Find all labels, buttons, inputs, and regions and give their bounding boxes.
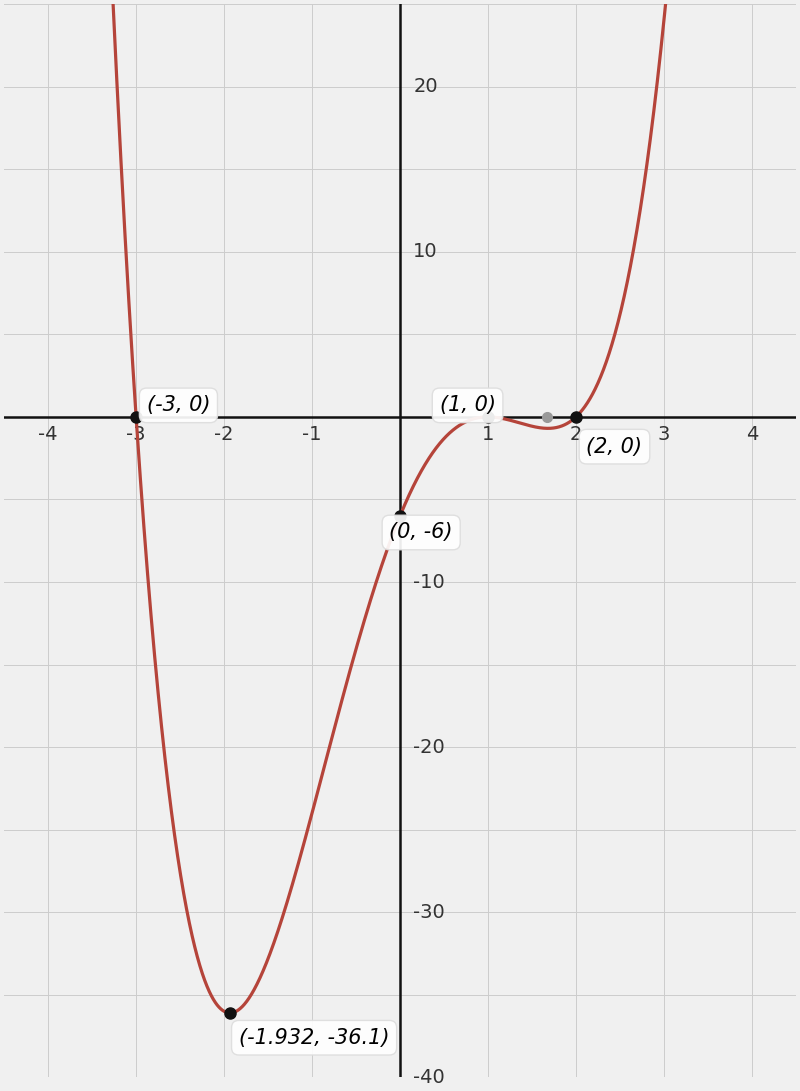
- Text: (-3, 0): (-3, 0): [146, 395, 210, 416]
- Text: (1, 0): (1, 0): [439, 395, 495, 416]
- Text: (2, 0): (2, 0): [586, 436, 642, 457]
- Text: (-1.932, -36.1): (-1.932, -36.1): [239, 1028, 390, 1047]
- Text: -40: -40: [413, 1068, 445, 1087]
- Text: -4: -4: [38, 425, 58, 444]
- Text: 10: 10: [413, 242, 438, 262]
- Text: -20: -20: [413, 738, 445, 757]
- Text: -3: -3: [126, 425, 146, 444]
- Text: 3: 3: [658, 425, 670, 444]
- Text: 2: 2: [570, 425, 582, 444]
- Text: -1: -1: [302, 425, 322, 444]
- Text: -30: -30: [413, 902, 445, 922]
- Text: (0, -6): (0, -6): [390, 523, 453, 542]
- Text: 20: 20: [413, 77, 438, 96]
- Text: -2: -2: [214, 425, 234, 444]
- Text: 1: 1: [482, 425, 494, 444]
- Text: -10: -10: [413, 573, 445, 591]
- Text: 4: 4: [746, 425, 758, 444]
